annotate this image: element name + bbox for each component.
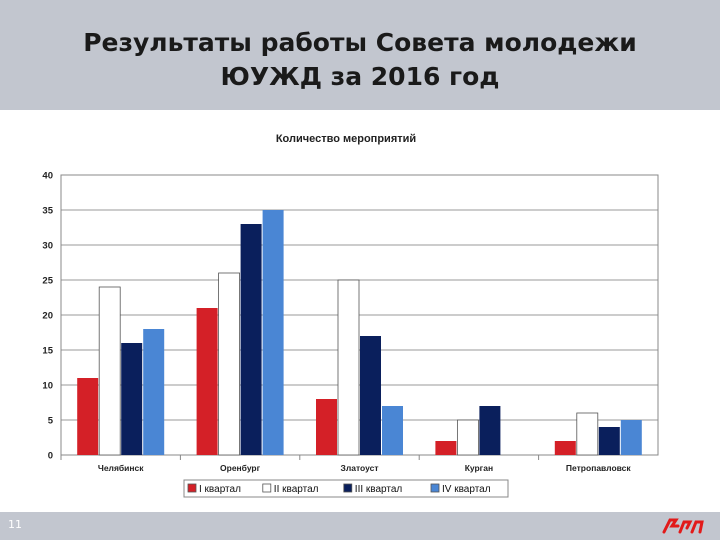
bar xyxy=(576,412,599,456)
y-tick-label: 15 xyxy=(42,346,53,357)
bar xyxy=(98,286,121,456)
legend-label: III квартал xyxy=(355,484,403,495)
chart-area: Количество мероприятий 0 5 10 15 20 25 30 35 40 Ч… xyxy=(18,112,672,512)
y-tick-label: 40 xyxy=(42,171,53,182)
bar xyxy=(240,224,262,455)
bar xyxy=(360,336,381,455)
x-tick-label: Оренбург xyxy=(220,463,261,473)
bar xyxy=(598,427,620,455)
plot-frame xyxy=(60,174,659,456)
legend-swatch xyxy=(430,483,440,493)
y-tick-label: 25 xyxy=(42,276,53,287)
y-tick-label: 30 xyxy=(42,241,53,252)
slide-title: Результаты работы Совета молодежи ЮУЖД з… xyxy=(83,28,637,91)
slide-footer: 11 xyxy=(0,512,720,540)
x-tick-label: Челябинск xyxy=(98,463,144,473)
bar xyxy=(435,441,457,455)
y-tick-label: 20 xyxy=(42,311,53,322)
bar xyxy=(620,420,642,455)
bar xyxy=(143,329,165,455)
chart-title: Количество мероприятий xyxy=(276,133,416,145)
page-number: 11 xyxy=(8,518,22,531)
rzd-logo-icon xyxy=(662,518,704,534)
bar xyxy=(337,279,360,456)
bar xyxy=(262,210,284,455)
bar xyxy=(456,419,479,456)
bar xyxy=(77,378,99,455)
bar xyxy=(196,308,218,455)
bar xyxy=(218,272,241,456)
x-tick-label: Златоуст xyxy=(341,463,379,473)
bar-chart: Количество мероприятий 0 5 10 15 20 25 30 35 40 Ч… xyxy=(42,133,659,498)
x-tick-label: Курган xyxy=(465,463,493,473)
legend-swatch xyxy=(262,483,272,493)
bar xyxy=(479,406,501,455)
bar xyxy=(316,399,337,455)
x-tick-label: Петропавловск xyxy=(566,463,631,473)
legend-label: I квартал xyxy=(199,484,241,495)
bar xyxy=(121,343,143,455)
slide-header: Результаты работы Совета молодежи ЮУЖД з… xyxy=(0,0,720,110)
legend-label: II квартал xyxy=(274,484,319,495)
y-tick-label: 5 xyxy=(48,416,54,427)
legend-swatch xyxy=(343,483,353,493)
y-tick-label: 0 xyxy=(48,451,53,462)
legend-label: IV квартал xyxy=(442,484,491,495)
y-tick-label: 35 xyxy=(42,206,53,217)
legend-swatch xyxy=(187,483,197,493)
bar xyxy=(382,406,403,455)
bar xyxy=(554,441,576,455)
y-tick-label: 10 xyxy=(42,381,53,392)
